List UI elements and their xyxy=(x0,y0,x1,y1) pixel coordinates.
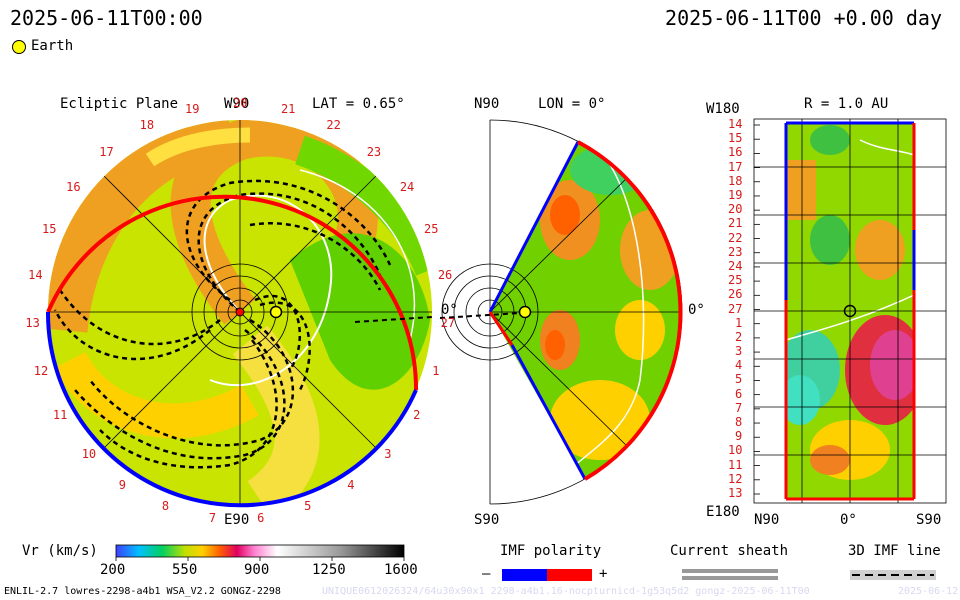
carrington-label: 21 xyxy=(280,101,296,116)
lonlat-ytick: 22 xyxy=(728,230,743,245)
earth-marker-ecliptic xyxy=(269,305,283,319)
lonlat-ytick: 14 xyxy=(728,117,743,131)
imf-polarity-plus: + xyxy=(599,566,608,582)
lonlat-ytick: 16 xyxy=(728,145,743,160)
meridional-top-label: N90 xyxy=(474,96,500,112)
lonlat-xtick-0: 0° xyxy=(840,512,857,528)
lonlat-ytick: 1 xyxy=(735,315,743,330)
lonlat-corner-top: W180 xyxy=(706,101,740,117)
carrington-label: 12 xyxy=(33,363,49,378)
carrington-label: 24 xyxy=(399,179,415,194)
lonlat-xtick-s90: S90 xyxy=(916,512,942,528)
carrington-label: 20 xyxy=(233,96,248,110)
carrington-label: 9 xyxy=(118,477,126,492)
meridional-lon-label: LON = 0° xyxy=(538,96,606,112)
carrington-label: 2 xyxy=(413,408,421,422)
carrington-label: 6 xyxy=(257,510,265,525)
run-id: UNIQUE0612026324/64u30x90x1 2298-a4b1.16… xyxy=(322,586,810,597)
imf-line-label: 3D IMF line xyxy=(848,543,941,559)
lonlat-ytick: 8 xyxy=(735,415,743,430)
lonlat-ytick: 3 xyxy=(735,344,743,359)
imf-polarity-label: IMF polarity xyxy=(500,543,602,559)
meridional-zero-label: 0° xyxy=(688,302,705,318)
lonlat-ytick: 18 xyxy=(728,173,743,188)
earth-marker-lonlat xyxy=(843,304,857,318)
lonlat-ytick: 5 xyxy=(735,372,743,387)
lonlat-ytick: 9 xyxy=(735,429,743,444)
lonlat-ytick: 13 xyxy=(728,486,743,500)
sun-marker xyxy=(235,307,245,317)
ecliptic-zero-label: 0° xyxy=(441,302,458,318)
lonlat-panel xyxy=(753,118,947,504)
carrington-label: 22 xyxy=(326,118,341,133)
lonlat-ytick: 15 xyxy=(728,131,743,146)
lonlat-r-label: R = 1.0 AU xyxy=(804,96,889,112)
lonlat-corner-bottom: E180 xyxy=(706,504,740,520)
date-faint: 2025-06-12 xyxy=(898,586,958,597)
lonlat-ytick: 27 xyxy=(728,301,743,316)
carrington-label: 5 xyxy=(304,499,312,514)
lonlat-ytick: 11 xyxy=(728,457,743,472)
ecliptic-plane-panel xyxy=(45,120,433,508)
imf-positive-swatch xyxy=(547,569,592,581)
lonlat-ytick: 25 xyxy=(728,273,743,288)
carrington-label: 16 xyxy=(66,179,81,194)
colorbar-tick-1600: 1600 xyxy=(384,562,418,578)
colorbar-tick-900: 900 xyxy=(244,562,270,578)
lonlat-ytick: 17 xyxy=(728,159,743,174)
current-sheath-label: Current sheath xyxy=(670,543,789,559)
lonlat-ytick: 19 xyxy=(728,187,743,202)
earth-marker-meridional xyxy=(518,305,532,319)
lonlat-ytick: 24 xyxy=(728,258,743,273)
lonlat-xtick-n90: N90 xyxy=(754,512,780,528)
ecliptic-bottom-label: E90 xyxy=(224,512,250,528)
ecliptic-top-label: W90 xyxy=(224,96,250,112)
carrington-label: 18 xyxy=(139,118,155,133)
current-sheath-swatch xyxy=(682,569,778,573)
carrington-label: 14 xyxy=(28,267,43,282)
lonlat-ytick: 10 xyxy=(728,443,743,458)
velocity-colorbar xyxy=(115,544,405,558)
colorbar-tick-1250: 1250 xyxy=(312,562,346,578)
lonlat-ytick: 20 xyxy=(728,202,743,217)
meridional-bottom-label: S90 xyxy=(474,512,500,528)
carrington-label: 23 xyxy=(366,144,382,159)
lonlat-ytick: 2 xyxy=(735,329,743,344)
carrington-label: 10 xyxy=(81,446,97,461)
lonlat-ytick: 12 xyxy=(728,471,743,486)
lonlat-ytick: 6 xyxy=(735,386,743,401)
carrington-label: 26 xyxy=(437,267,453,282)
carrington-label: 25 xyxy=(423,221,439,236)
model-info: ENLIL-2.7 lowres-2298-a4b1 WSA_V2.2 GONG… xyxy=(4,586,281,597)
carrington-label: 27 xyxy=(440,316,456,331)
datetime-left: 2025-06-11T00:00 xyxy=(10,6,203,30)
earth-legend-icon xyxy=(12,40,26,54)
carrington-label: 15 xyxy=(42,221,57,236)
datetime-right: 2025-06-11T00 +0.00 day xyxy=(665,6,942,30)
colorbar-tick-550: 550 xyxy=(172,562,198,578)
carrington-label: 3 xyxy=(384,446,392,461)
carrington-label: 4 xyxy=(347,477,355,492)
carrington-label: 19 xyxy=(185,101,200,116)
colorbar-tick-200: 200 xyxy=(100,562,126,578)
ecliptic-lat-label: LAT = 0.65° xyxy=(312,96,405,112)
lonlat-ytick: 21 xyxy=(728,216,743,231)
colorbar-label: Vr (km/s) xyxy=(22,543,98,559)
lonlat-ytick: 7 xyxy=(735,400,743,415)
ecliptic-title: Ecliptic Plane xyxy=(60,96,179,112)
carrington-label: 17 xyxy=(99,144,114,159)
carrington-label: 13 xyxy=(25,316,40,331)
carrington-label: 8 xyxy=(161,499,170,514)
imf-polarity-minus: – xyxy=(482,566,491,582)
lonlat-ytick: 26 xyxy=(728,287,743,302)
lonlat-ytick: 4 xyxy=(735,358,743,373)
earth-legend-label: Earth xyxy=(31,38,74,54)
carrington-label: 7 xyxy=(208,510,217,525)
imf-negative-swatch xyxy=(502,569,547,581)
meridional-plane-panel xyxy=(439,119,683,505)
carrington-label: 1 xyxy=(432,363,440,378)
lonlat-ytick: 23 xyxy=(728,244,743,259)
carrington-label: 11 xyxy=(52,408,68,422)
